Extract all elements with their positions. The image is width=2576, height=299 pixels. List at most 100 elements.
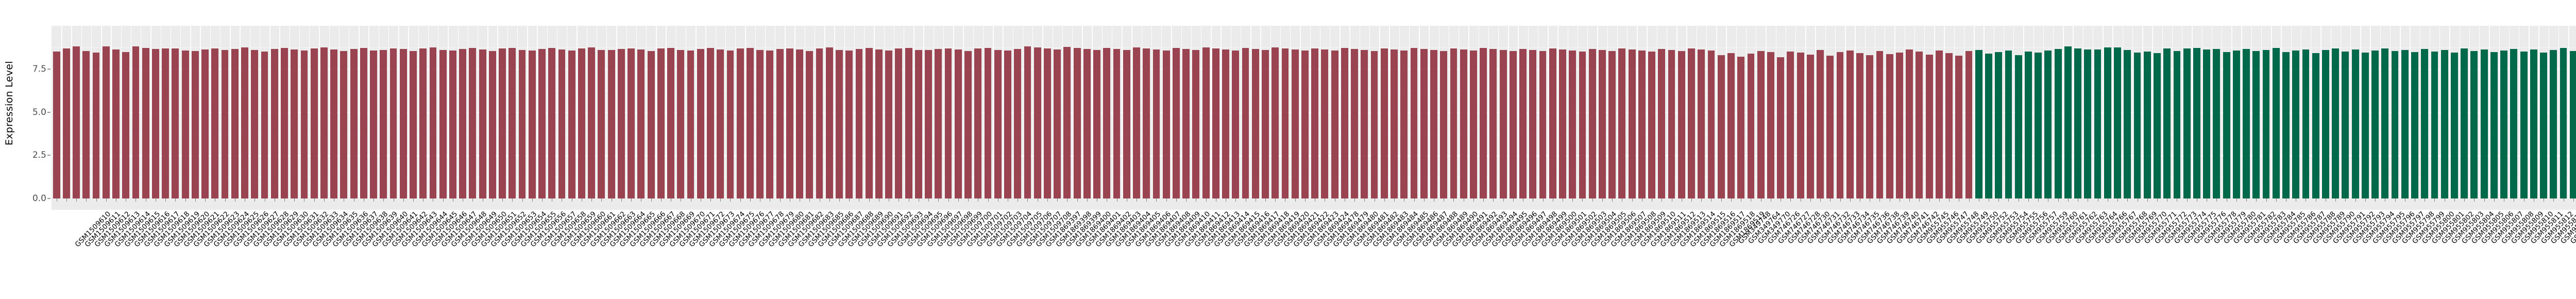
bar (320, 47, 328, 198)
gridline-vertical (1310, 26, 1311, 198)
gridline-vertical (2231, 26, 2232, 198)
x-axis-tick-mark (591, 198, 592, 202)
gridline-vertical (844, 26, 845, 198)
bar (360, 47, 367, 198)
gridline-vertical (329, 26, 330, 198)
bar (1599, 49, 1606, 198)
gridline-vertical (1181, 26, 1182, 198)
bar (300, 50, 308, 198)
bar (2381, 48, 2389, 198)
gridline-vertical (1151, 26, 1153, 198)
x-axis-tick-mark (532, 198, 533, 202)
bar (1608, 51, 1616, 198)
gridline-vertical (299, 26, 300, 198)
bar (410, 51, 417, 198)
bar (1569, 50, 1577, 198)
gridline-vertical (973, 26, 974, 198)
gridline-vertical (487, 26, 488, 198)
x-axis-tick-mark (294, 198, 295, 202)
gridline-vertical (1934, 26, 1935, 198)
x-axis-tick-mark (2395, 198, 2396, 202)
x-axis-tick-mark (1939, 198, 1940, 202)
bar (102, 46, 110, 198)
gridline-vertical (606, 26, 607, 198)
plot-panel (52, 26, 2576, 198)
x-axis-tick-mark (2236, 198, 2237, 202)
y-axis-tick-label: 7.5 (32, 63, 46, 74)
bar (1351, 48, 1359, 198)
gridline-vertical (1042, 26, 1043, 198)
bar (380, 49, 387, 198)
bar (2213, 49, 2221, 198)
bar (2262, 49, 2270, 198)
bar (2005, 51, 2012, 198)
bar (974, 48, 982, 198)
bar (1509, 51, 1517, 198)
bar (2252, 51, 2260, 198)
bar (1707, 51, 1715, 198)
gridline-vertical (2241, 26, 2242, 198)
bar (2203, 49, 2211, 198)
x-axis-tick-mark (849, 198, 850, 202)
bar (1787, 51, 1794, 198)
gridline-vertical (2023, 26, 2024, 198)
bar (2351, 49, 2359, 198)
x-axis-tick-mark (1423, 198, 1425, 202)
gridline-vertical (2043, 26, 2044, 198)
bar (895, 48, 903, 198)
gridline-vertical (2291, 26, 2292, 198)
x-axis-tick-mark (2157, 198, 2158, 202)
gridline-vertical (1557, 26, 1558, 198)
bar (1133, 47, 1140, 198)
x-axis-tick-mark (284, 198, 285, 202)
x-axis-tick-mark (1275, 198, 1276, 202)
bar (439, 49, 447, 198)
gridline-vertical (1745, 26, 1747, 198)
bar (637, 49, 645, 198)
bar (1806, 54, 1814, 198)
bar (1192, 49, 1200, 198)
x-axis-tick-mark (779, 198, 781, 202)
x-axis-tick-mark (1909, 198, 1910, 202)
x-axis-tick-mark (2365, 198, 2366, 202)
bar (2312, 53, 2319, 198)
x-axis-tick-mark (1572, 198, 1573, 202)
bar (1242, 48, 1249, 198)
bar (389, 48, 397, 198)
bar (1618, 48, 1626, 198)
gridline-vertical (2439, 26, 2441, 198)
bar (142, 47, 149, 198)
bar (875, 49, 883, 198)
bar (935, 48, 942, 198)
bar (2332, 48, 2340, 198)
x-axis-tick-mark (2494, 198, 2495, 202)
bar (518, 49, 526, 198)
bar (1043, 48, 1051, 198)
bar (469, 48, 477, 198)
bar (855, 48, 863, 198)
x-axis-tick-mark (839, 198, 840, 202)
bar (1054, 49, 1061, 198)
gridline-vertical (2568, 26, 2569, 198)
x-axis-tick-mark (2553, 198, 2554, 202)
bar (1916, 52, 1923, 198)
gridline-vertical (527, 26, 528, 198)
bar (62, 48, 70, 198)
gridline-vertical (2558, 26, 2560, 198)
x-axis-labels: GSM1509610 GSM1509611 GSM1509612 GSM1509613… (52, 210, 2576, 299)
gridline-vertical (1924, 26, 1925, 198)
gridline-vertical (398, 26, 399, 198)
gridline-vertical (765, 26, 766, 198)
x-axis-tick-mark (1612, 198, 1613, 202)
x-axis-tick-strip (52, 198, 2576, 210)
x-axis-tick-mark (1810, 198, 1811, 202)
x-axis-tick-mark (750, 198, 751, 202)
bar (1539, 51, 1547, 198)
gridline-vertical (1280, 26, 1281, 198)
bar (548, 47, 556, 198)
bar (1331, 50, 1338, 198)
bar (1153, 49, 1160, 198)
bar (2421, 48, 2429, 198)
bar (509, 47, 516, 198)
